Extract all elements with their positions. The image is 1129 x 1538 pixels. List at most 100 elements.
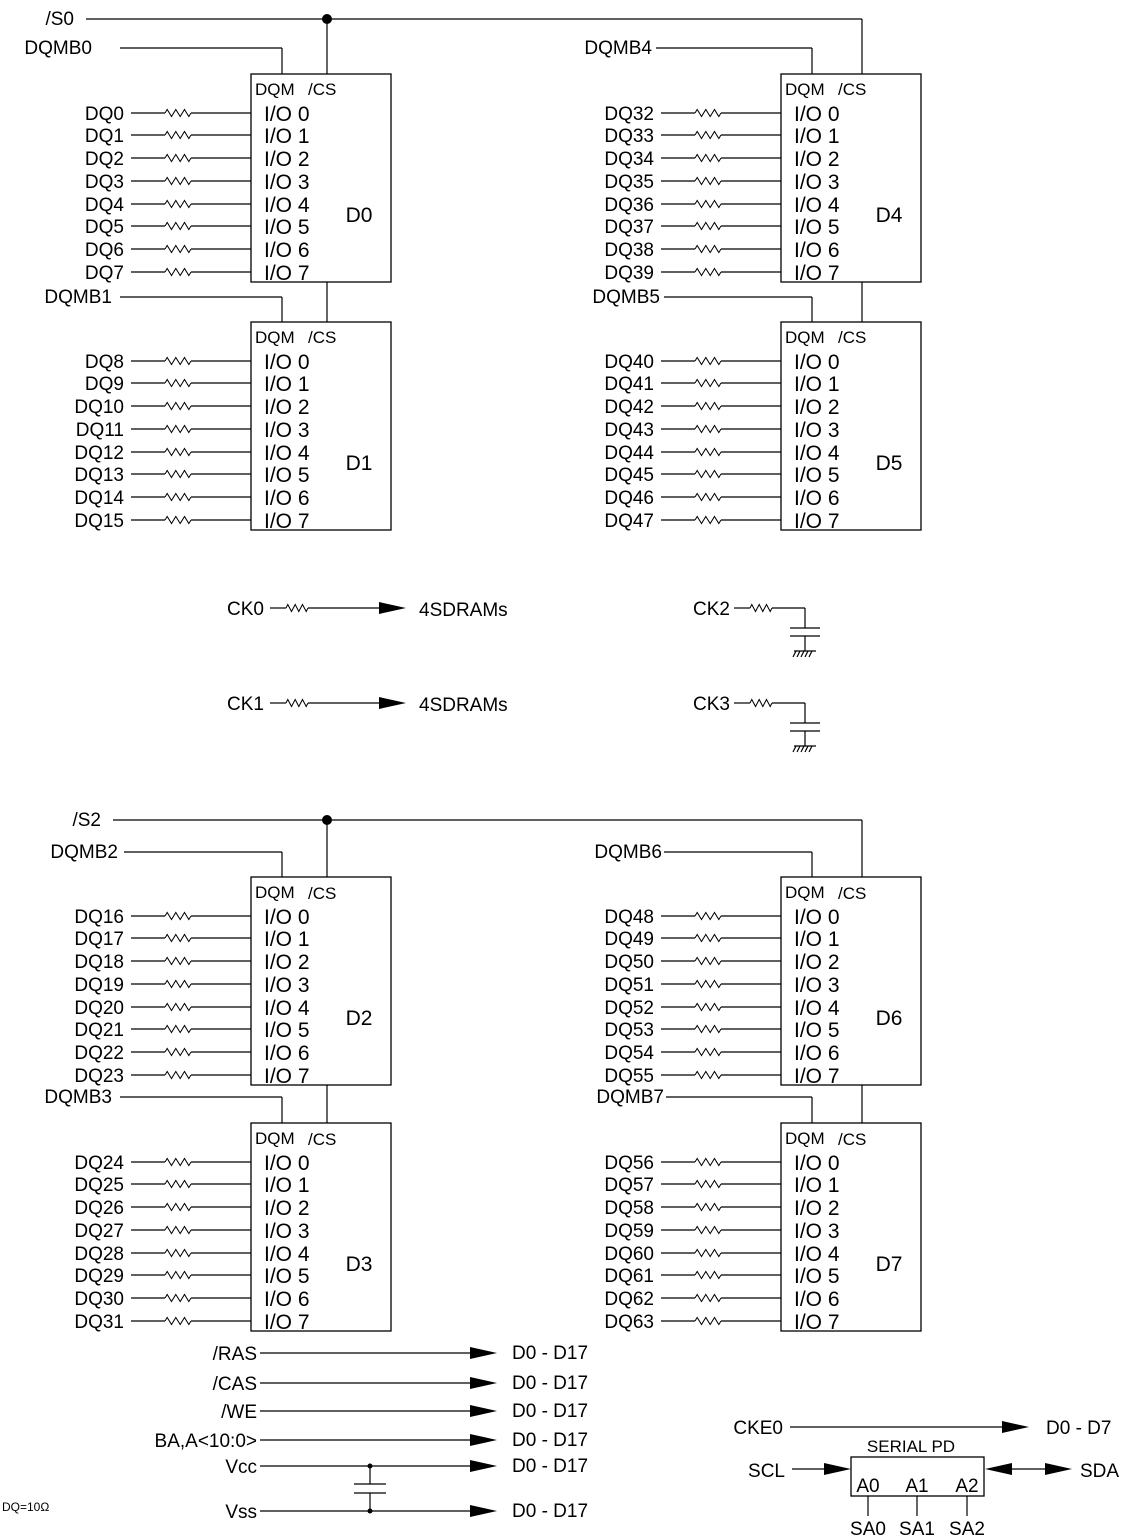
pin-label-dqm: DQM [255, 328, 295, 347]
resistor-symbol [694, 356, 722, 366]
resistor-symbol [164, 469, 192, 479]
dq-signal-label: DQ8 [85, 352, 124, 373]
pin-label-io: I/O 1 [794, 373, 840, 396]
pin-label-cs: /CS [308, 884, 336, 903]
resistor-symbol [164, 356, 192, 366]
pin-label-io: I/O 3 [264, 1220, 310, 1243]
bus-2: /WE D0 - D17 [221, 1401, 588, 1423]
pin-label-io: I/O 6 [794, 239, 840, 262]
dq-signal-label: DQ38 [604, 240, 654, 261]
pin-label-io: I/O 0 [264, 1152, 310, 1175]
pin-label-io: I/O 7 [264, 1311, 310, 1334]
resistor-symbol [164, 1070, 192, 1080]
pin-label-io: I/O 1 [794, 928, 840, 951]
chip-box [250, 876, 392, 1086]
select-signal-label: /S2 [72, 810, 101, 831]
chip-box [780, 73, 922, 283]
pin-label-io: I/O 7 [794, 1311, 840, 1334]
ground-hatch [796, 745, 801, 753]
pin-label-io: I/O 0 [794, 103, 840, 126]
ground-hatch [800, 745, 805, 753]
dq-signal-label: DQ16 [74, 907, 124, 928]
sda-label: SDA [1080, 1461, 1119, 1482]
pin-label-io: I/O 2 [794, 148, 840, 171]
chip-box [780, 876, 922, 1086]
dq-signal-label: DQ51 [604, 975, 654, 996]
pin-label-io: I/O 5 [264, 464, 310, 487]
dq-signal-label: DQ30 [74, 1289, 124, 1310]
dq-signal-label: DQ2 [85, 149, 124, 170]
arrow-head [1045, 1463, 1072, 1475]
bus-target-label: D0 - D17 [512, 1501, 588, 1522]
clock-label: CK0 [227, 599, 264, 620]
pin-label-io: I/O 3 [264, 419, 310, 442]
resistor-symbol [694, 1024, 722, 1034]
pin-label-io: I/O 3 [794, 419, 840, 442]
dq-signal-label: DQ47 [604, 511, 654, 532]
resistor-symbol [694, 1179, 722, 1189]
dq-signal-label: DQ12 [74, 443, 124, 464]
dq-signal-label: DQ13 [74, 465, 124, 486]
pin-label-io: I/O 7 [264, 1065, 310, 1088]
chip-d6: DQM/CS D6 I/O 0 DQ48 I/O 1 DQ49 I/O 2 DQ50 I/O 3… [594, 842, 922, 1088]
resistor-symbol [164, 130, 192, 140]
ground-hatch [800, 650, 805, 658]
dq-signal-label: DQ15 [74, 511, 124, 532]
resistor-symbol [164, 956, 192, 966]
resistor-symbol [694, 1248, 722, 1258]
dq-signal-label: DQ18 [74, 952, 124, 973]
pin-label-io: I/O 6 [264, 1288, 310, 1311]
arrow-head [985, 1463, 1012, 1475]
dq-signal-label: DQ54 [604, 1043, 654, 1064]
scl-label: SCL [748, 1461, 785, 1482]
pin-label-io: I/O 7 [794, 1065, 840, 1088]
resistor-symbol [164, 153, 192, 163]
cke-signal: CKE0 D0 - D7 [733, 1418, 1111, 1439]
device-name: D1 [346, 452, 373, 475]
resistor-symbol [694, 1047, 722, 1057]
dqmb-signal-label: DQMB1 [44, 287, 112, 308]
pin-label-io: I/O 7 [794, 510, 840, 533]
pin-label-io: I/O 3 [794, 1220, 840, 1243]
resistor-symbol [164, 176, 192, 186]
chip-box [780, 1122, 922, 1332]
pin-label-io: I/O 5 [794, 1019, 840, 1042]
arrow-head [470, 1405, 497, 1417]
pin-label-cs: /CS [838, 1130, 866, 1149]
ground-hatch [804, 745, 809, 753]
dq-signal-label: DQ60 [604, 1244, 654, 1265]
pin-label-io: I/O 0 [264, 906, 310, 929]
pin-label-io: I/O 6 [264, 239, 310, 262]
chip-group-s2: /S2 DQM/CS D2 I/O 0 DQ16 I/O 1 DQ17 I/O 2 DQ18 I/… [44, 810, 922, 1334]
dqmb-signal-label: DQMB7 [596, 1087, 664, 1108]
resistor-symbol [164, 221, 192, 231]
chip-d4: DQM/CS D4 I/O 0 DQ32 I/O 1 DQ33 I/O 2 DQ34 I/O 3… [584, 38, 922, 285]
resistor-symbol [164, 244, 192, 254]
chip-group-s0: /S0 DQM/CS D0 I/O 0 DQ0 I/O 1 DQ1 I/O 2 DQ2 I/O 3… [24, 9, 922, 533]
bus-label: /RAS [213, 1344, 257, 1365]
device-name: D2 [346, 1007, 373, 1030]
device-name: D6 [876, 1007, 903, 1030]
resistor-symbol [694, 1293, 722, 1303]
bus-label: /WE [221, 1402, 257, 1423]
resistor-symbol [164, 911, 192, 921]
resistor-value-note: DQ=10Ω [2, 1500, 49, 1514]
pin-label-io: I/O 1 [794, 1174, 840, 1197]
pin-label-cs: /CS [308, 1130, 336, 1149]
arrow-head [379, 697, 406, 709]
dq-signal-label: DQ63 [604, 1312, 654, 1333]
dq-signal-label: DQ40 [604, 352, 654, 373]
dq-signal-label: DQ43 [604, 420, 654, 441]
dq-signal-label: DQ55 [604, 1066, 654, 1087]
resistor-symbol [694, 979, 722, 989]
resistor-symbol [164, 401, 192, 411]
pin-label-io: I/O 1 [264, 1174, 310, 1197]
clock-target-label: 4SDRAMs [419, 600, 508, 621]
device-name: D5 [876, 452, 903, 475]
dq-signal-label: DQ11 [76, 420, 124, 441]
bus-target-label: D0 - D17 [512, 1401, 588, 1422]
pin-label-io: I/O 0 [264, 351, 310, 374]
dq-signal-label: DQ5 [85, 217, 124, 238]
dq-signal-label: DQ29 [74, 1266, 124, 1287]
dq-signal-label: DQ61 [604, 1266, 654, 1287]
